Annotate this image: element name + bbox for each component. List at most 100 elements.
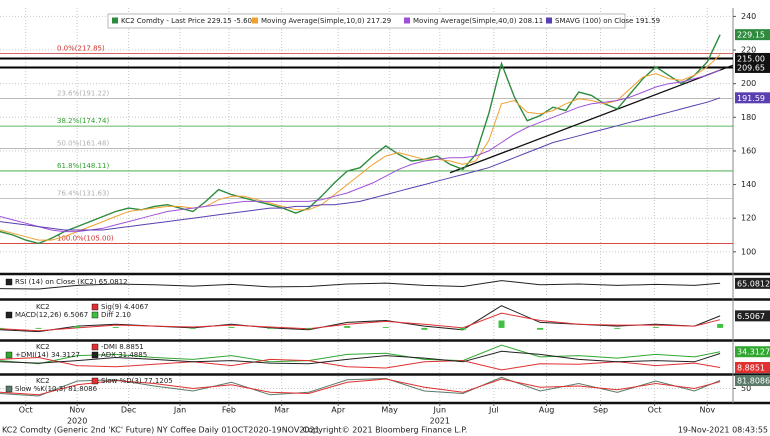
fib-label: 0.0%(217.85) [57, 45, 105, 53]
legend-entry: +DMI(14) 34.3127 [15, 351, 80, 359]
histogram-bar [382, 326, 389, 328]
legend-swatch [5, 351, 13, 359]
series-line [0, 356, 721, 371]
x-tick-label: Jun [433, 406, 447, 415]
series-line [0, 312, 721, 332]
legend-entry: KC2 Comdty - Last Price 229.15 -5.60 [121, 17, 252, 25]
x-tick-label: Dec [121, 406, 136, 415]
legend-swatch [91, 303, 99, 311]
value-tag [735, 375, 770, 387]
value-tag-label: 81.8086 [737, 377, 770, 386]
y-tick-label: 140 [741, 180, 756, 189]
series-line [0, 69, 721, 233]
series-line [0, 350, 721, 365]
level-label: 215.00 [737, 54, 765, 63]
series-line [0, 97, 721, 231]
legend-entry: Diff 2.10 [101, 311, 131, 319]
histogram-bar [421, 327, 428, 330]
series-line [0, 280, 721, 290]
series-line [0, 34, 721, 245]
fib-label: 50.0%(161.48) [57, 139, 109, 147]
value-tag-label: 65.0812 [737, 279, 770, 288]
legend-swatch [91, 311, 99, 319]
series-line [0, 344, 721, 365]
x-tick-label: May [381, 406, 398, 415]
panel-title: KC2 [36, 343, 50, 351]
value-tag-label: 8.8851 [737, 363, 765, 372]
x-tick-label: Apr [331, 406, 346, 415]
fib-label: 76.4%(131.63) [57, 190, 109, 198]
legend-swatch [404, 17, 410, 24]
legend-swatch [252, 17, 258, 24]
histogram-bar [74, 326, 81, 328]
y-tick-label: 240 [741, 12, 756, 21]
panel-title: KC2 [36, 377, 50, 385]
legend-entry: MACD(12,26) 6.5067 [15, 311, 88, 319]
series-line [0, 378, 721, 396]
footer-center: Copyright© 2021 Bloomberg Finance L.P. [303, 426, 468, 435]
value-tag [735, 92, 770, 104]
value-tag-label: 191.59 [737, 94, 765, 103]
trend-line [449, 64, 734, 174]
histogram-bar [717, 324, 724, 328]
fib-label: 38.2%(174.74) [57, 117, 109, 125]
histogram-bar [189, 327, 196, 329]
value-tag [735, 310, 770, 322]
legend-entry: Sig(9) 4.4067 [101, 303, 148, 311]
histogram-bar [537, 327, 544, 330]
legend-swatch [91, 377, 99, 385]
histogram-bar [652, 326, 659, 328]
x-tick-label: Aug [539, 406, 555, 415]
x-tick-label: Oct [19, 406, 33, 415]
histogram-bar [112, 326, 119, 328]
x-tick-label: Jan [173, 406, 186, 415]
histogram-bar [459, 327, 466, 330]
value-tag-label: 229.15 [737, 31, 765, 40]
value-tag [735, 61, 770, 73]
y-tick-label: 120 [741, 214, 756, 223]
histogram-bar [614, 327, 621, 329]
value-tag [735, 277, 770, 289]
y-tick-label: 220 [741, 46, 756, 55]
legend-swatch [112, 17, 118, 24]
value-tag [735, 346, 770, 358]
x-tick-label: Nov [699, 406, 715, 415]
legend-swatch [5, 311, 13, 319]
fib-label: 61.8%(148.11) [57, 162, 109, 170]
histogram-bar [0, 327, 3, 329]
y-tick-label: 100 [741, 247, 756, 256]
series-line [0, 305, 721, 333]
legend-entry: Slow %D(3) 77.1205 [101, 377, 173, 385]
histogram-bar [344, 326, 351, 328]
y-tick-label: 50 [741, 384, 751, 393]
histogram-bar [305, 327, 312, 329]
panel-title: KC2 [36, 303, 50, 311]
level-label: 209.65 [737, 63, 765, 72]
y-tick-label: 180 [741, 113, 756, 122]
legend-entry: SMAVG (100) on Close 191.59 [555, 17, 660, 25]
y-tick-label: 160 [741, 146, 756, 155]
value-tag [735, 361, 770, 373]
footer-left: KC2 Comdty (Generic 2nd 'KC' Future) NY … [2, 426, 320, 435]
footer-right: 19-Nov-2021 08:43:55 [678, 426, 768, 435]
x-tick-label: Oct [648, 406, 662, 415]
legend-swatch [5, 278, 13, 286]
histogram-bar [498, 320, 505, 328]
legend-swatch [91, 343, 99, 351]
legend-entry: ADX 31.4885 [101, 351, 147, 359]
fib-label: 100.0%(105.00) [57, 234, 114, 242]
x-tick-label: Jul [488, 406, 499, 415]
legend-swatch [546, 17, 552, 24]
histogram-bar [228, 326, 235, 328]
legend-entry: RSI (14) on Close (KC2) 65.0812 [15, 278, 128, 286]
x-tick-label: Feb [222, 406, 236, 415]
fib-label: 23.6%(191.22) [57, 89, 109, 97]
year-label: 2020 [67, 417, 87, 426]
histogram-bar [35, 327, 42, 329]
legend-entry: Slow %K(10,3) 81.8086 [15, 385, 98, 393]
value-tag-label: 6.5067 [737, 312, 765, 321]
legend-swatch [91, 351, 99, 359]
legend-box [107, 13, 626, 29]
